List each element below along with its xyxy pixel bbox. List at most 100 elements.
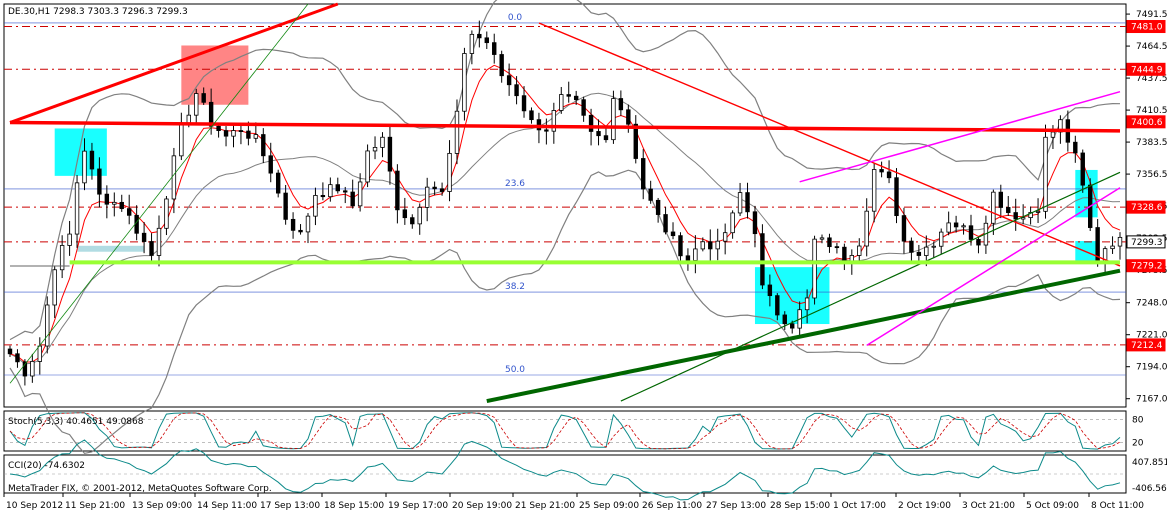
candle-bull [454,110,460,154]
price-tag-label-5: 7279.2 [1131,262,1163,272]
candle-bull [946,222,951,233]
candle-bull [871,169,877,212]
bollinger-bands [9,0,1121,455]
candle-bear [894,177,899,217]
x-tick-label-1: 11 Sep 21:00 [65,501,125,511]
candle-bear [529,110,534,121]
x-tick-label-2: 13 Sep 09:00 [132,501,192,511]
candle-bear [953,222,959,228]
candle-bull [551,110,557,132]
candle-bull [812,238,817,299]
fibonacci-levels: 0.0 23.6 38.2 50.0 [4,13,1126,376]
candle-bear [499,54,504,77]
stoch-pane[interactable] [3,410,1127,452]
highlight-box-2 [77,245,145,252]
cci-tick-top: 407.851 [1132,458,1167,468]
stoch-tick-1: 20 [1132,438,1144,448]
candle-bear [834,246,840,249]
candle-bull [37,345,42,362]
cci-title: CCI(20) -74.6302 [8,461,85,471]
candle-bull [59,245,65,271]
stochastic-indicator: 80 20 [4,412,1144,450]
x-tick-label-5: 18 Sep 15:00 [324,501,384,511]
price-tag-box-6 [1126,338,1166,352]
y-tick-label-2: 7437.5 [1136,74,1167,84]
candle-bear [968,225,974,240]
fib-label-1: 23.6 [505,179,525,189]
candle-bull [82,150,87,184]
candle-bull [447,152,452,192]
candle-bear [916,251,922,256]
y-tick-label-4: 7383.5 [1136,138,1167,148]
candle-bull [313,195,318,217]
candle-bear [1080,152,1085,186]
candle-bear [573,95,579,101]
candle-bear [410,217,415,225]
x-tick-label-15: 3 Oct 21:00 [962,501,1015,511]
candle-bear [603,135,609,141]
horizontal-levels [4,26,1126,346]
candle-bear [752,211,758,235]
cci-indicator: 407.851 -406.563 [4,439,1167,501]
x-tick-label-4: 17 Sep 13:00 [260,501,320,511]
candle-bull [164,198,169,229]
candle-bull [417,206,422,225]
ema-line [9,64,1121,363]
candle-bull [991,191,996,224]
candle-bear [976,239,981,246]
price-tags: 7481.0 7444.9 7400.6 7328.6 7299.3 7279.2 7212… [1126,20,1166,352]
candle-bull [469,33,475,54]
x-tick-label-17: 8 Oct 11:00 [1091,501,1144,511]
candlesticks [7,20,1123,386]
candle-bear [492,42,497,55]
candle-bull [112,201,117,205]
price-tag-box-4 [1126,235,1166,249]
candle-bull [194,93,199,116]
green-thin-trendline-1 [9,3,309,384]
candle-bull [462,53,467,112]
x-tick-label-6: 19 Sep 17:00 [388,501,448,511]
x-tick-label-7: 20 Sep 19:00 [452,501,512,511]
red-up-trendline [9,2,339,124]
bollinger-lower [9,169,1121,455]
candle-bear [223,130,229,137]
candle-bull [424,186,430,208]
candle-bull [1020,217,1026,220]
copyright-text: MetaTrader FIX, © 2001-2012, MetaQuotes … [8,484,272,494]
candle-bear [246,130,251,139]
candle-bear [827,237,832,248]
green-thick-support [486,268,1121,404]
candle-bear [268,155,273,174]
candle-bear [886,171,892,179]
candle-bull [1117,236,1123,247]
candle-bear [596,131,601,137]
candle-bear [298,229,303,233]
candle-bear [432,186,437,190]
candle-bear [439,188,445,192]
candle-bear [238,130,244,132]
price-tag-label-1: 7444.9 [1131,65,1163,75]
candle-bear [1013,212,1018,220]
candle-bear [97,168,102,195]
candle-bull [804,297,810,311]
candle-bear [514,84,519,97]
candle-bull [924,246,929,256]
trendlines[interactable] [9,2,1121,404]
x-tick-label-11: 27 Sep 13:00 [706,501,766,511]
red-down-trendline [538,22,1121,267]
candle-bull [253,134,259,139]
candle-bear [201,93,206,103]
candle-bear [149,241,154,256]
price-tag-label-2: 7400.6 [1131,118,1163,128]
price-tag-label-0: 7481.0 [1131,23,1163,33]
candle-bear [261,134,266,157]
candle-bear [335,184,340,192]
stoch-title: Stoch(5,3,3) 40.4651 49.0868 [8,417,144,427]
candle-bear [343,190,348,193]
candle-bear [395,170,400,211]
candle-bear [387,136,393,172]
candle-bear [633,123,638,159]
candle-bear [767,284,773,297]
candle-bear [775,295,780,316]
